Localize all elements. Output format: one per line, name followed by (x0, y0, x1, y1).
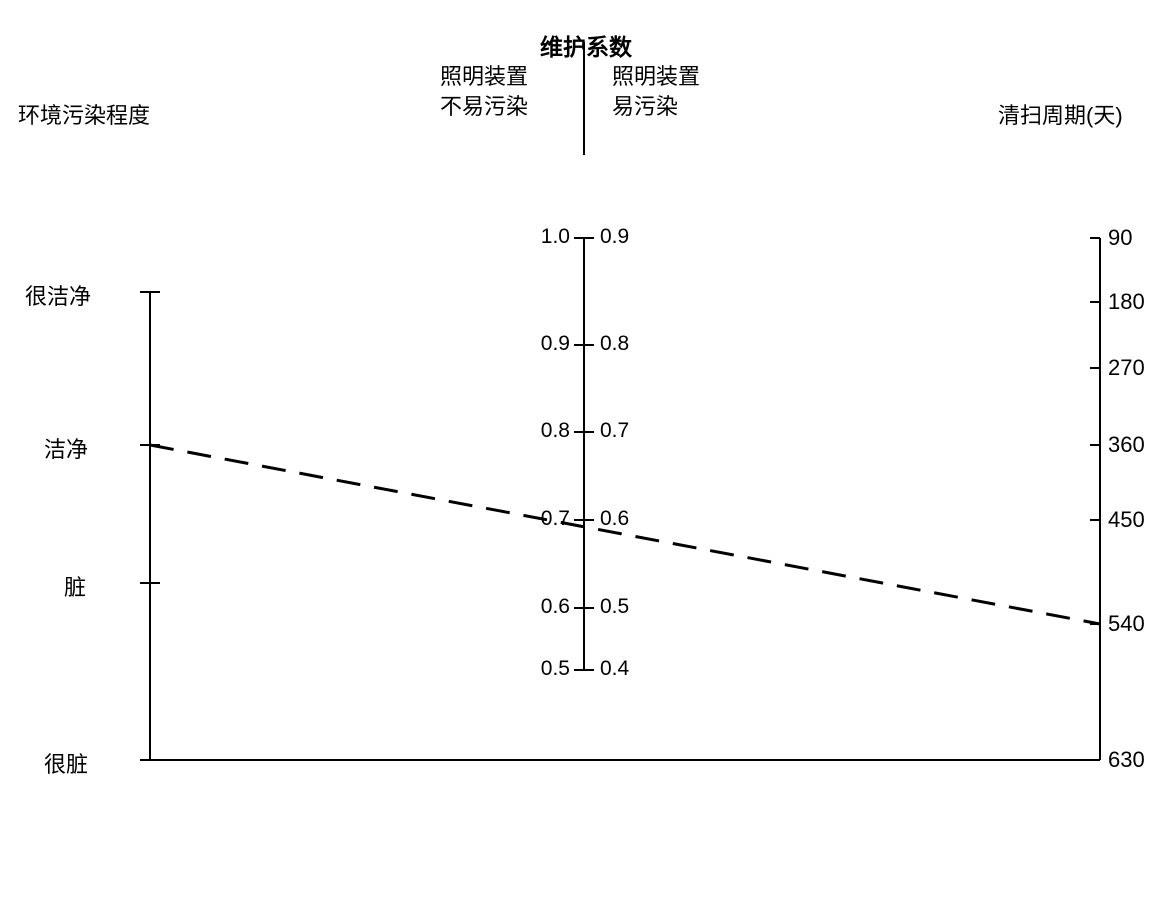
left-axis-tick-3: 很脏 (44, 747, 88, 779)
col-right-line2: 易污染 (612, 92, 700, 122)
center-left-tick-1: 0.9 (541, 332, 570, 356)
center-left-tick-3: 0.7 (541, 507, 570, 531)
center-right-tick-5: 0.4 (600, 657, 629, 681)
col-left-header: 照明装置 不易污染 (440, 62, 528, 121)
center-left-tick-0: 1.0 (541, 225, 570, 249)
left-axis-tick-1: 洁净 (44, 432, 88, 464)
left-axis-title: 环境污染程度 (18, 98, 150, 130)
right-axis-tick-4: 450 (1108, 507, 1145, 533)
right-axis-tick-1: 180 (1108, 289, 1145, 315)
title: 维护系数 (540, 28, 632, 62)
col-right-line1: 照明装置 (612, 62, 700, 92)
nomogram-svg (0, 0, 1164, 898)
right-axis-tick-5: 540 (1108, 611, 1145, 637)
left-axis-tick-2: 脏 (64, 570, 86, 602)
center-right-tick-3: 0.6 (600, 507, 629, 531)
left-axis-tick-0: 很洁净 (25, 279, 91, 311)
center-left-tick-4: 0.6 (541, 595, 570, 619)
right-axis-tick-2: 270 (1108, 355, 1145, 381)
right-axis-title: 清扫周期(天) (998, 98, 1123, 130)
center-left-tick-2: 0.8 (541, 419, 570, 443)
col-left-line1: 照明装置 (440, 62, 528, 92)
right-axis-tick-0: 90 (1108, 225, 1132, 251)
center-right-tick-4: 0.5 (600, 595, 629, 619)
center-right-tick-0: 0.9 (600, 225, 629, 249)
col-left-line2: 不易污染 (440, 92, 528, 122)
col-right-header: 照明装置 易污染 (612, 62, 700, 121)
right-axis-tick-6: 630 (1108, 747, 1145, 773)
center-left-tick-5: 0.5 (541, 657, 570, 681)
right-axis-tick-3: 360 (1108, 432, 1145, 458)
center-right-tick-1: 0.8 (600, 332, 629, 356)
center-right-tick-2: 0.7 (600, 419, 629, 443)
